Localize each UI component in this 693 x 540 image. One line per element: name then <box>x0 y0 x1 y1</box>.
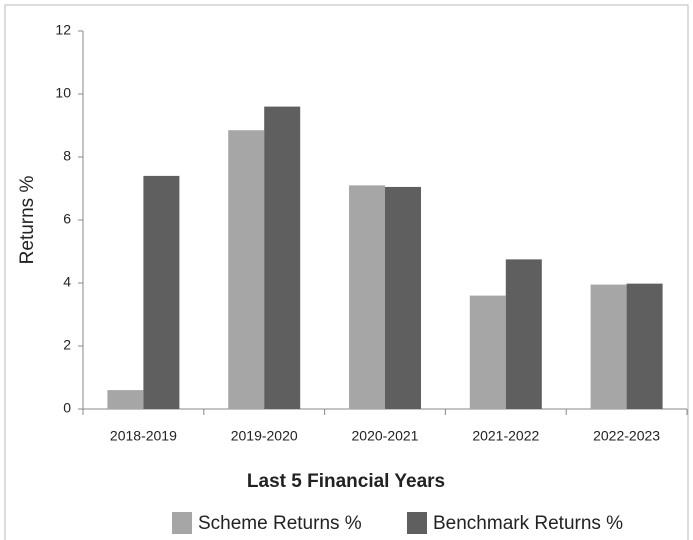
bar <box>505 259 542 409</box>
y-tick-label: 12 <box>55 22 71 38</box>
legend-swatch <box>172 512 192 534</box>
bar <box>107 390 144 409</box>
y-tick-label: 4 <box>63 274 71 290</box>
y-tick-label: 6 <box>63 211 71 227</box>
y-axis-label: Returns % <box>17 176 38 265</box>
y-tick-label: 10 <box>55 85 71 101</box>
x-axis-label: Last 5 Financial Years <box>247 471 445 492</box>
y-tick-label: 0 <box>63 400 71 416</box>
bar <box>264 106 301 409</box>
frame <box>4 4 689 540</box>
y-tick-label: 8 <box>63 148 71 164</box>
legend-label: Scheme Returns % <box>198 513 362 534</box>
x-tick-label: 2019-2020 <box>231 428 298 444</box>
x-tick-label: 2022-2023 <box>593 428 660 444</box>
bar <box>469 295 506 409</box>
bar <box>385 186 421 409</box>
x-tick-label: 2021-2022 <box>472 428 539 444</box>
x-tick-label: 2018-2019 <box>110 428 177 444</box>
bar <box>228 130 265 409</box>
x-tick-label: 2020-2021 <box>352 428 419 444</box>
y-tick-label: 2 <box>63 337 71 353</box>
bar <box>626 283 663 409</box>
legend-label: Benchmark Returns % <box>433 513 623 534</box>
bar <box>349 185 385 409</box>
bar <box>143 175 180 409</box>
legend-swatch <box>407 512 427 534</box>
bar <box>590 284 627 409</box>
